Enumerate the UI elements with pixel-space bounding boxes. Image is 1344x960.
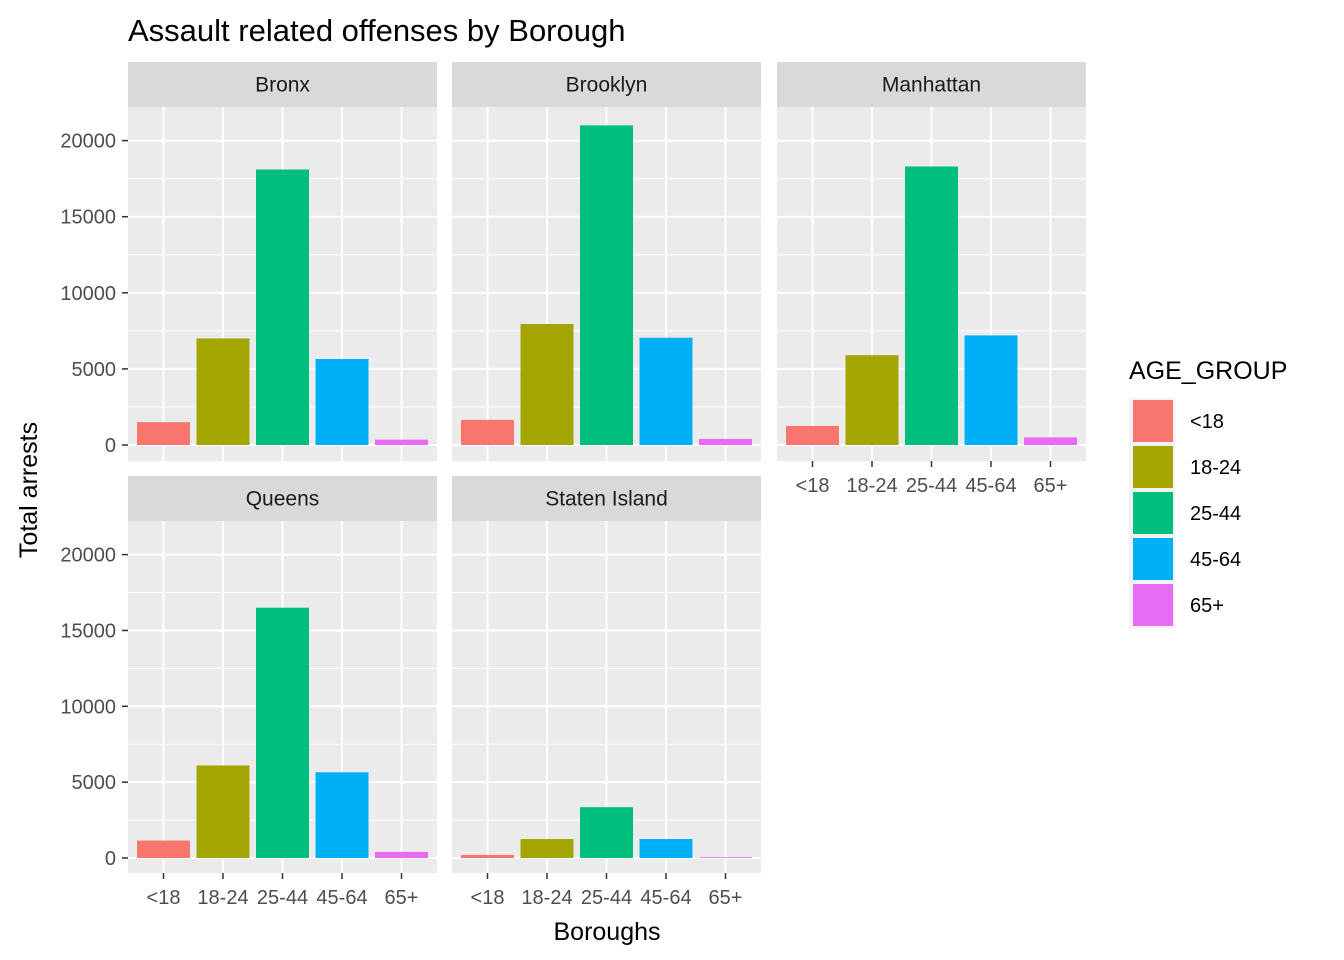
legend-item: 65+ [1129, 582, 1224, 628]
y-tick-label: 10000 [60, 696, 116, 718]
legend-item: 45-64 [1129, 536, 1241, 582]
strip-label: Manhattan [882, 74, 981, 97]
x-tick-label: 25-44 [257, 887, 308, 909]
y-tick-label: 20000 [60, 545, 116, 567]
x-tick-label: 25-44 [581, 887, 632, 909]
x-tick-label: 18-24 [197, 887, 248, 909]
bar [315, 772, 369, 858]
bar [520, 839, 574, 858]
legend-swatch [1133, 584, 1173, 626]
bar [137, 422, 190, 445]
bar [520, 324, 574, 445]
bar [699, 438, 752, 445]
bar [639, 337, 693, 445]
bar [196, 765, 250, 858]
y-tick-label: 0 [105, 435, 116, 457]
strip-background [128, 62, 437, 107]
bar [461, 854, 514, 858]
bar [196, 338, 250, 445]
strip-label: Bronx [255, 74, 310, 97]
y-tick-label: 10000 [60, 283, 116, 305]
strip-background [452, 62, 761, 107]
y-tick-label: 15000 [60, 207, 116, 229]
y-tick-label: 15000 [60, 620, 116, 642]
facet-panels: Bronx 0 5000 10000 15000 20000 Brooklyn Manhatt… [60, 62, 1086, 909]
facet-panel: Manhattan <18 18-24 25-44 45-64 65+ [777, 62, 1086, 497]
x-tick-label: 45-64 [316, 887, 367, 909]
legend-item: 25-44 [1129, 490, 1241, 536]
x-axis-title: Boroughs [553, 918, 660, 946]
legend-label: 45-64 [1190, 549, 1241, 571]
legend-label: 25-44 [1190, 503, 1241, 525]
bar [786, 425, 839, 445]
x-tick-label: 45-64 [965, 475, 1016, 497]
strip-background [128, 476, 437, 521]
bar [315, 359, 369, 445]
legend-label: 18-24 [1190, 457, 1241, 479]
facet-panel: Brooklyn [452, 62, 761, 461]
bar [256, 607, 309, 858]
legend-item: 18-24 [1129, 444, 1241, 490]
y-tick-label: 5000 [72, 359, 117, 381]
bar [1024, 437, 1077, 445]
strip-label: Brooklyn [566, 74, 648, 97]
strip-label: Queens [246, 488, 320, 511]
bar [580, 807, 633, 858]
x-tick-label: 18-24 [846, 475, 897, 497]
bar [845, 355, 899, 445]
legend-swatch [1133, 492, 1173, 534]
bar [580, 125, 633, 445]
bar [639, 839, 693, 858]
legend-item: <18 [1129, 398, 1224, 444]
y-axis-title: Total arrests [15, 422, 43, 558]
y-tick-label: 5000 [72, 772, 117, 794]
x-tick-label: <18 [147, 887, 181, 909]
bar [256, 169, 309, 445]
strip-background [777, 62, 1086, 107]
x-tick-label: 25-44 [906, 475, 957, 497]
legend-swatch [1133, 446, 1173, 488]
legend-label: 65+ [1190, 595, 1224, 617]
bar [375, 851, 428, 858]
bar [964, 335, 1018, 445]
legend-swatch [1133, 400, 1173, 442]
x-tick-label: 65+ [709, 887, 743, 909]
strip-background [452, 476, 761, 521]
bar [905, 166, 958, 445]
x-tick-label: <18 [796, 475, 830, 497]
legend-title: AGE_GROUP [1129, 357, 1287, 385]
x-tick-label: 18-24 [521, 887, 572, 909]
x-tick-label: 65+ [1034, 475, 1068, 497]
x-tick-label: <18 [471, 887, 505, 909]
legend: AGE_GROUP <18 18-24 25-44 45-64 65+ [1129, 357, 1287, 628]
bar [375, 439, 428, 445]
x-tick-label: 65+ [385, 887, 419, 909]
legend-label: <18 [1190, 411, 1224, 433]
bar [699, 857, 752, 858]
y-tick-label: 20000 [60, 131, 116, 153]
chart-title: Assault related offenses by Borough [128, 13, 625, 48]
bar [137, 840, 190, 858]
strip-label: Staten Island [545, 488, 668, 511]
facet-panel: Bronx 0 5000 10000 15000 20000 [60, 62, 437, 461]
facet-panel: Staten Island <18 18-24 25-44 45-64 65+ [452, 476, 761, 909]
legend-swatch [1133, 538, 1173, 580]
bar [461, 419, 514, 445]
y-tick-label: 0 [105, 848, 116, 870]
facet-panel: Queens 0 5000 10000 15000 20000 <18 18-24 25-44 4… [60, 476, 437, 909]
x-tick-label: 45-64 [640, 887, 691, 909]
